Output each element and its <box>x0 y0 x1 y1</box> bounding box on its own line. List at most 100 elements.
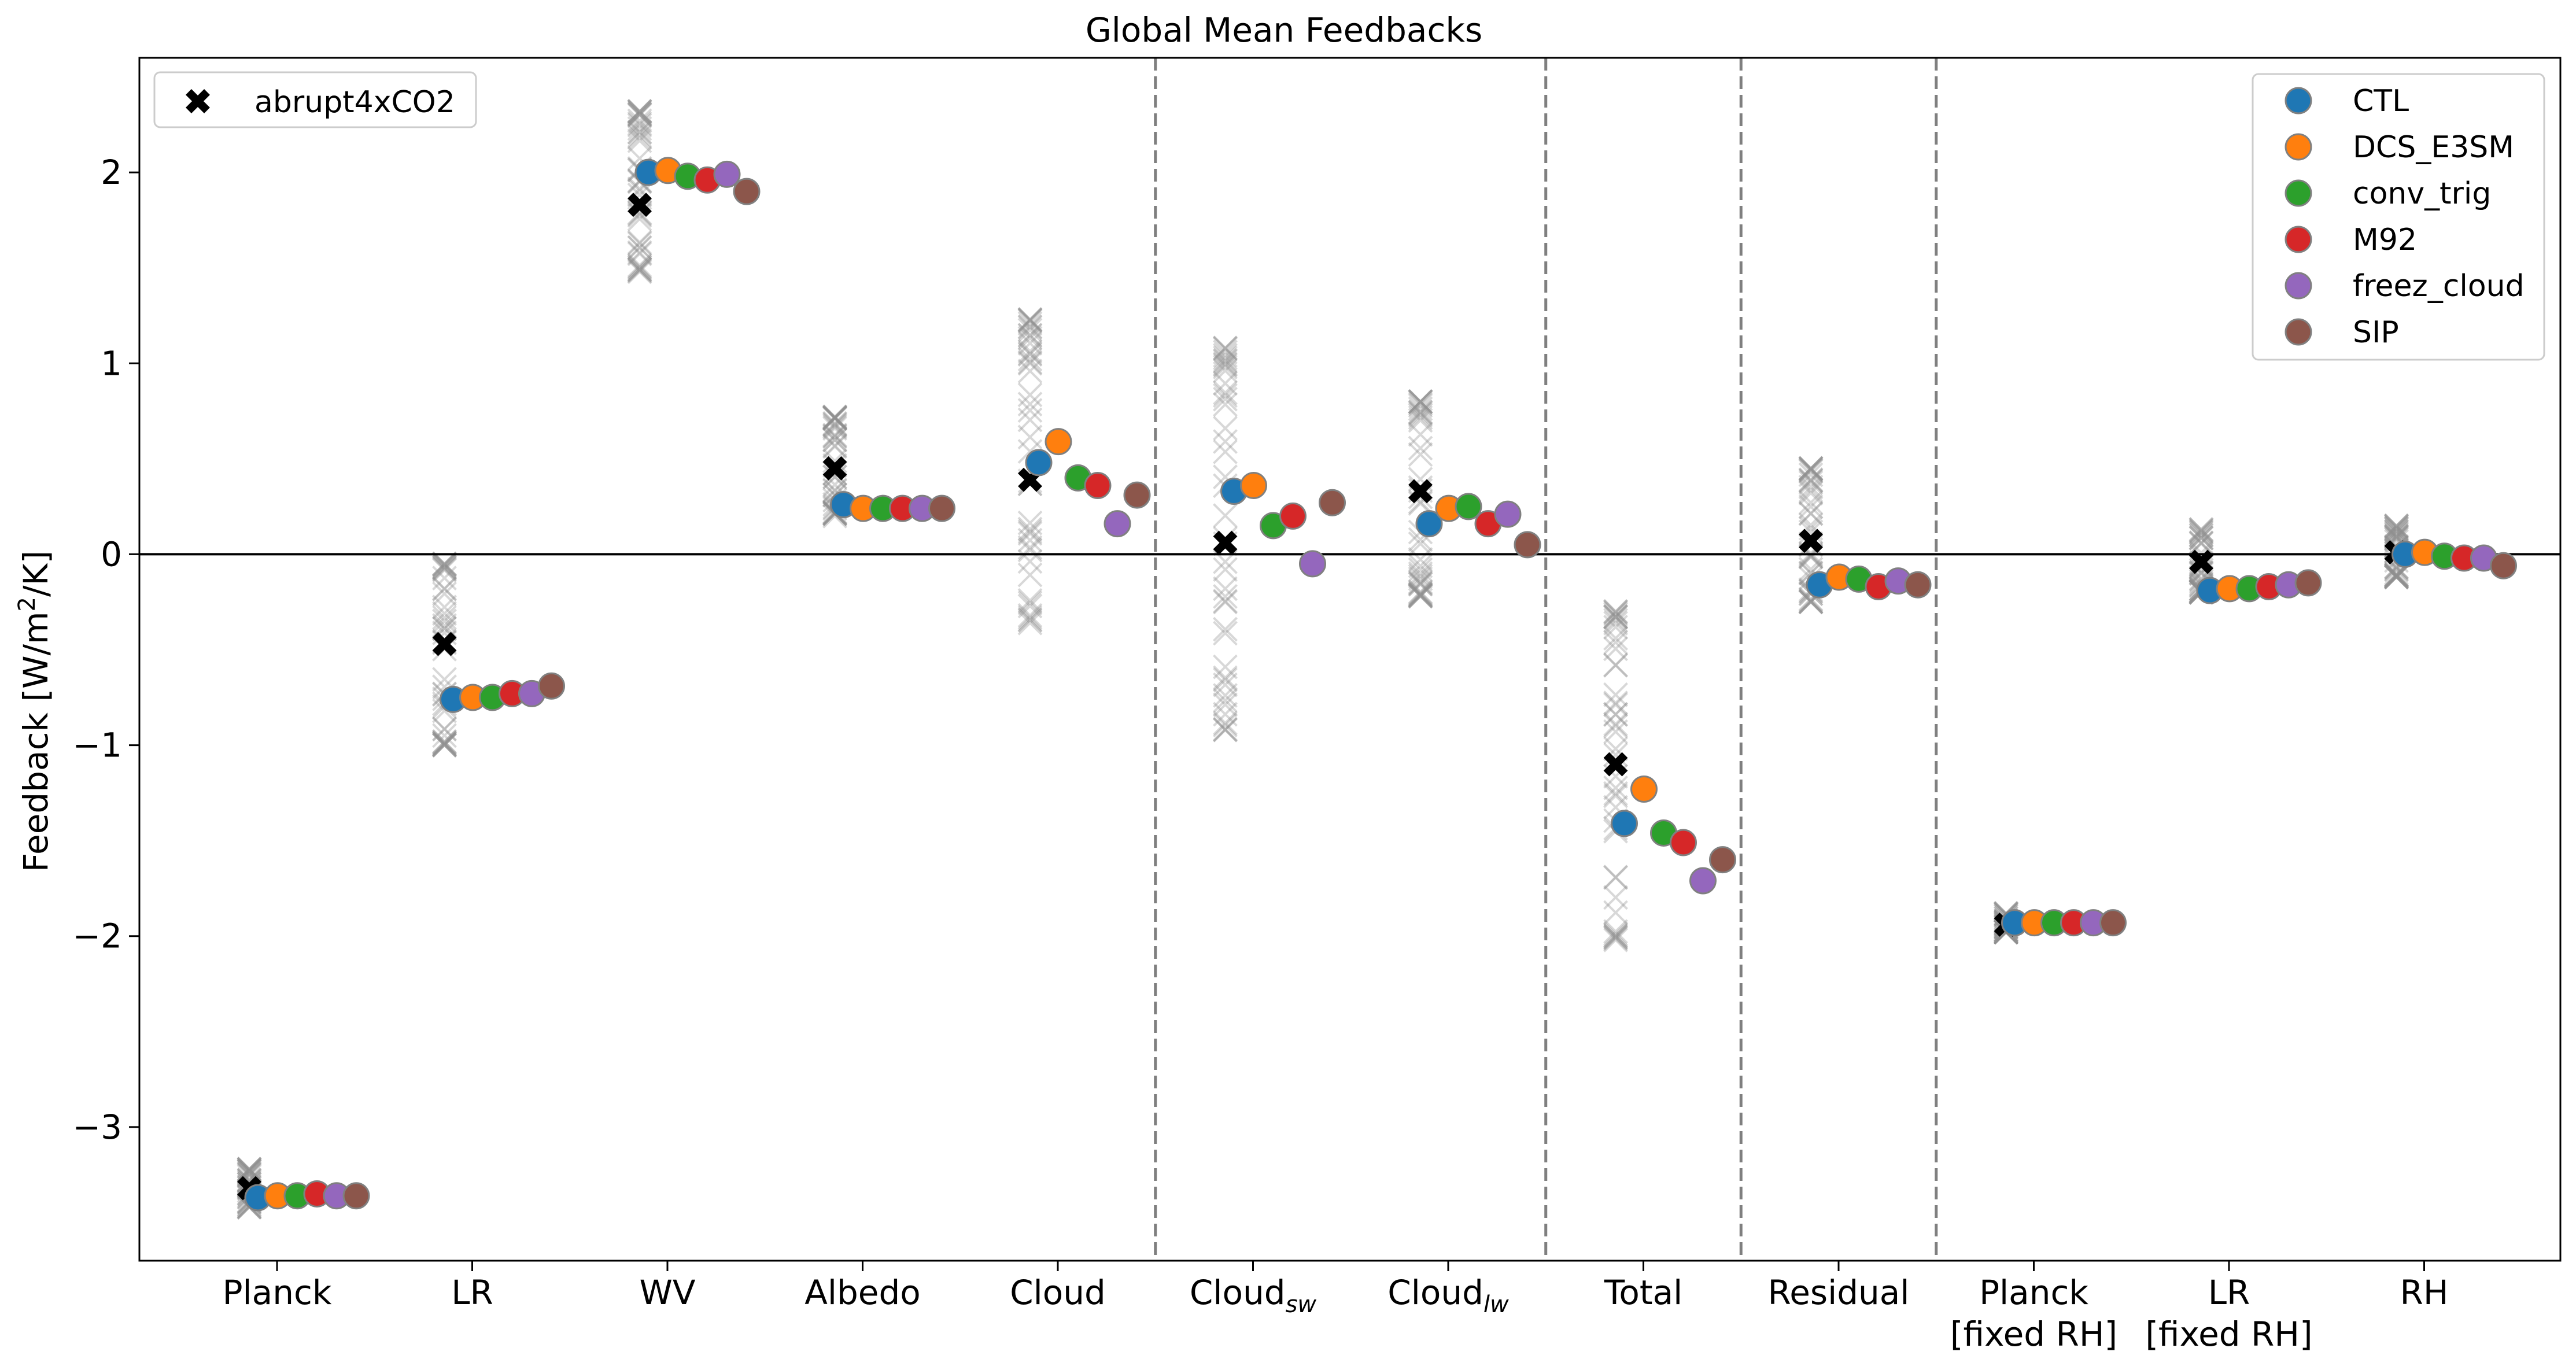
ensemble-cross <box>2384 563 2409 588</box>
ensemble-cross <box>627 102 652 128</box>
ensemble-cross <box>1408 390 1433 415</box>
ensemble-cross <box>1017 341 1043 366</box>
legend-marker-sip <box>2285 318 2312 346</box>
ensemble-cross <box>822 405 847 430</box>
ensemble-cross <box>2384 514 2409 539</box>
ensemble-cross <box>1213 717 1238 743</box>
ensemble-cross <box>2384 514 2409 538</box>
y-label-suffix: /K] <box>16 551 56 597</box>
ensemble-cross <box>822 433 847 458</box>
ensemble-cross <box>1213 576 1238 601</box>
ensemble-cross <box>1603 701 1628 727</box>
ensemble-cross <box>1017 307 1043 332</box>
ensemble-cross <box>432 556 457 582</box>
x-tick-label: Cloudsw <box>1190 1273 1317 1318</box>
ensemble-cross <box>2384 516 2409 541</box>
ensemble-cross <box>1017 350 1043 375</box>
ensemble-cross <box>627 235 652 260</box>
ensemble-cross <box>2189 530 2214 556</box>
ensemble-cross <box>1408 566 1433 592</box>
ensemble-cross <box>1798 501 1824 526</box>
point-m92 <box>1084 472 1112 500</box>
ensemble-cross <box>1017 608 1043 633</box>
ensemble-cross <box>1213 654 1238 680</box>
ensemble-cross <box>1017 338 1043 364</box>
ensemble-cross <box>822 422 847 448</box>
ensemble-cross <box>1213 392 1238 417</box>
ensemble-cross <box>2189 518 2214 543</box>
ensemble-cross <box>1408 570 1433 595</box>
abrupt4xco2-marker <box>628 193 652 217</box>
ensemble-cross <box>627 255 652 280</box>
ensemble-cross <box>1213 672 1238 697</box>
ensemble-cross <box>1408 391 1433 416</box>
ensemble-cross <box>1213 351 1238 376</box>
point-sip <box>1123 481 1151 509</box>
legend-marker-freez-cloud <box>2285 272 2312 300</box>
ensemble-cross <box>432 555 457 581</box>
x-label-line: LR <box>2208 1273 2250 1312</box>
ensemble-cross <box>627 123 652 148</box>
x-label-base: Cloud <box>1190 1273 1286 1312</box>
ensemble-cross <box>2384 563 2409 589</box>
x-label-line: RH <box>2400 1273 2449 1312</box>
y-tick-label: −1 <box>73 726 123 765</box>
ensemble-cross <box>432 552 457 577</box>
ensemble-cross <box>1408 422 1433 447</box>
legend-label-conv-trig: conv_trig <box>2353 176 2491 211</box>
ensemble-cross <box>432 605 457 630</box>
ensemble-cross <box>1798 457 1824 483</box>
ensemble-cross <box>432 729 457 754</box>
ensemble-cross <box>1603 604 1628 630</box>
ensemble-cross <box>1017 392 1043 417</box>
ensemble-cross <box>627 257 652 282</box>
ensemble-cross <box>1408 584 1433 609</box>
x-label-subscript: lw <box>1483 1291 1509 1318</box>
ensemble-cross <box>1213 717 1238 742</box>
ensemble-cross <box>2189 519 2214 544</box>
ensemble-cross <box>822 404 847 430</box>
ensemble-cross <box>1408 389 1433 414</box>
ensemble-cross <box>1408 582 1433 607</box>
ensemble-cross <box>1603 601 1628 627</box>
ensemble-cross <box>1603 626 1628 651</box>
ensemble-cross <box>627 231 652 256</box>
ensemble-cross <box>1603 783 1628 808</box>
x-label-line: Planck <box>223 1273 332 1312</box>
point-sip <box>1904 571 1932 599</box>
ensemble-cross <box>432 581 457 607</box>
experiment-points <box>244 157 2517 1212</box>
ensemble-cross <box>1408 571 1433 597</box>
ensemble-cross <box>1408 442 1433 467</box>
ensemble-cross <box>822 405 847 430</box>
ensemble-cross <box>1603 702 1628 727</box>
ensemble-cross <box>1408 571 1433 597</box>
ensemble-cross <box>1213 712 1238 738</box>
x-tick-label: Total <box>1604 1273 1682 1312</box>
ensemble-cross <box>1603 599 1628 624</box>
ensemble-cross <box>1408 546 1433 572</box>
ensemble-cross <box>1213 503 1238 528</box>
ensemble-cross <box>1213 621 1238 646</box>
ensemble-cross <box>822 416 847 441</box>
y-axis-label: Feedback [W/m2/K] <box>14 551 56 872</box>
ensemble-cross <box>627 120 652 145</box>
ensemble-cross <box>1017 307 1043 333</box>
ensemble-cross <box>1213 665 1238 690</box>
ensemble-cross <box>1603 900 1628 925</box>
x-tick-label: Albedo <box>804 1273 921 1312</box>
ensemble-cross <box>237 1157 262 1181</box>
legend-label-sip: SIP <box>2353 315 2399 350</box>
point-m92 <box>1670 829 1697 856</box>
ensemble-cross <box>627 254 652 279</box>
ensemble-cross <box>1017 323 1043 348</box>
ensemble-cross <box>1408 393 1433 418</box>
ensemble-cross <box>1017 590 1043 616</box>
ensemble-cross <box>1798 456 1824 482</box>
ensemble-cross <box>822 405 847 431</box>
ensemble-cross <box>1603 692 1628 717</box>
x-tick-label: Residual <box>1768 1273 1910 1312</box>
x-label-line: Cloud <box>1010 1273 1106 1312</box>
ensemble-cross <box>2384 564 2409 589</box>
